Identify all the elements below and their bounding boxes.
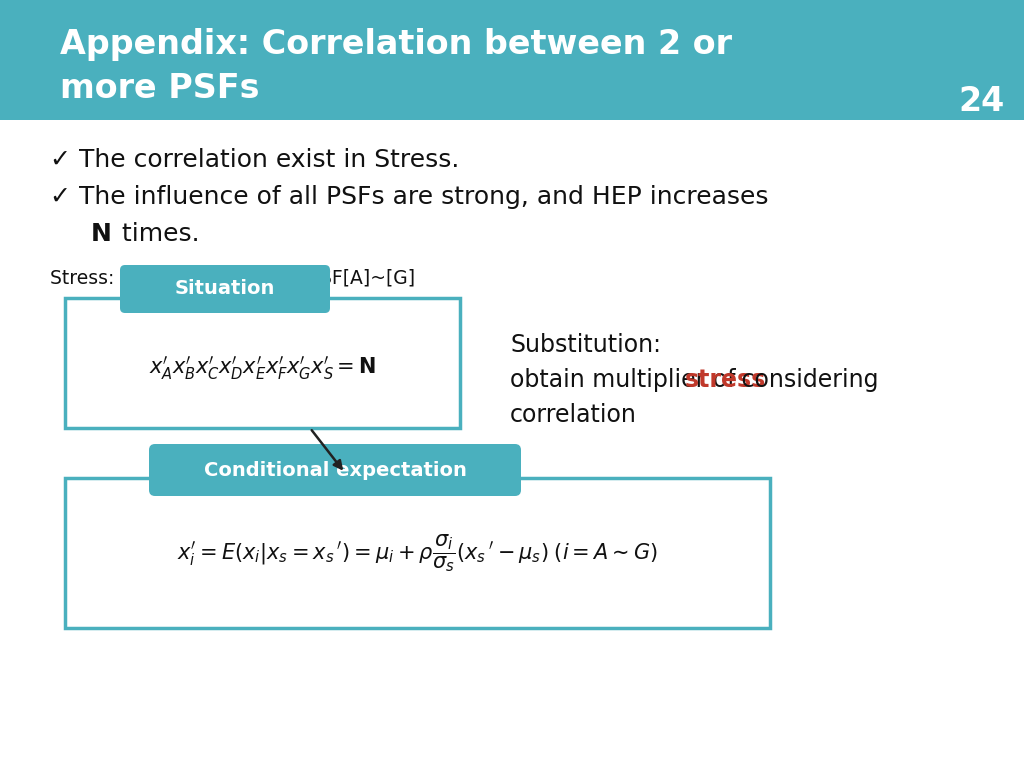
- FancyBboxPatch shape: [120, 265, 330, 313]
- Text: ✓ The correlation exist in Stress.: ✓ The correlation exist in Stress.: [50, 148, 460, 172]
- Text: Situation: Situation: [175, 279, 275, 297]
- Bar: [0, 0, 1024, 120]
- Text: Conditional expectation: Conditional expectation: [204, 461, 467, 479]
- Text: 24: 24: [958, 85, 1005, 118]
- Text: Substitution:: Substitution:: [510, 333, 662, 357]
- Text: considering: considering: [734, 368, 879, 392]
- FancyBboxPatch shape: [150, 444, 521, 496]
- Text: Stress: PSF[S], Other PSFs: PSF[A]~[G]: Stress: PSF[S], Other PSFs: PSF[A]~[G]: [50, 268, 415, 287]
- Text: $x_A'x_B'x_C'x_D'x_E'x_F'x_G'x_S' = \mathbf{N}$: $x_A'x_B'x_C'x_D'x_E'x_F'x_G'x_S' = \mat…: [150, 354, 376, 382]
- Text: $\mathbf{N}$: $\mathbf{N}$: [90, 222, 111, 246]
- Text: stress: stress: [684, 368, 766, 392]
- Text: times.: times.: [114, 222, 200, 246]
- Text: correlation: correlation: [510, 403, 637, 427]
- Text: $x_i' = E(x_i|x_s = x_s\,') = \mu_i + \rho\dfrac{\sigma_i}{\sigma_s}(x_s\,' - \m: $x_i' = E(x_i|x_s = x_s\,') = \mu_i + \r…: [177, 532, 658, 574]
- Bar: [65, 298, 460, 428]
- Text: obtain multiplier of: obtain multiplier of: [510, 368, 743, 392]
- Text: Appendix: Correlation between 2 or: Appendix: Correlation between 2 or: [60, 28, 732, 61]
- Bar: [65, 478, 770, 628]
- Text: more PSFs: more PSFs: [60, 72, 259, 105]
- Text: ✓ The influence of all PSFs are strong, and HEP increases: ✓ The influence of all PSFs are strong, …: [50, 185, 768, 209]
